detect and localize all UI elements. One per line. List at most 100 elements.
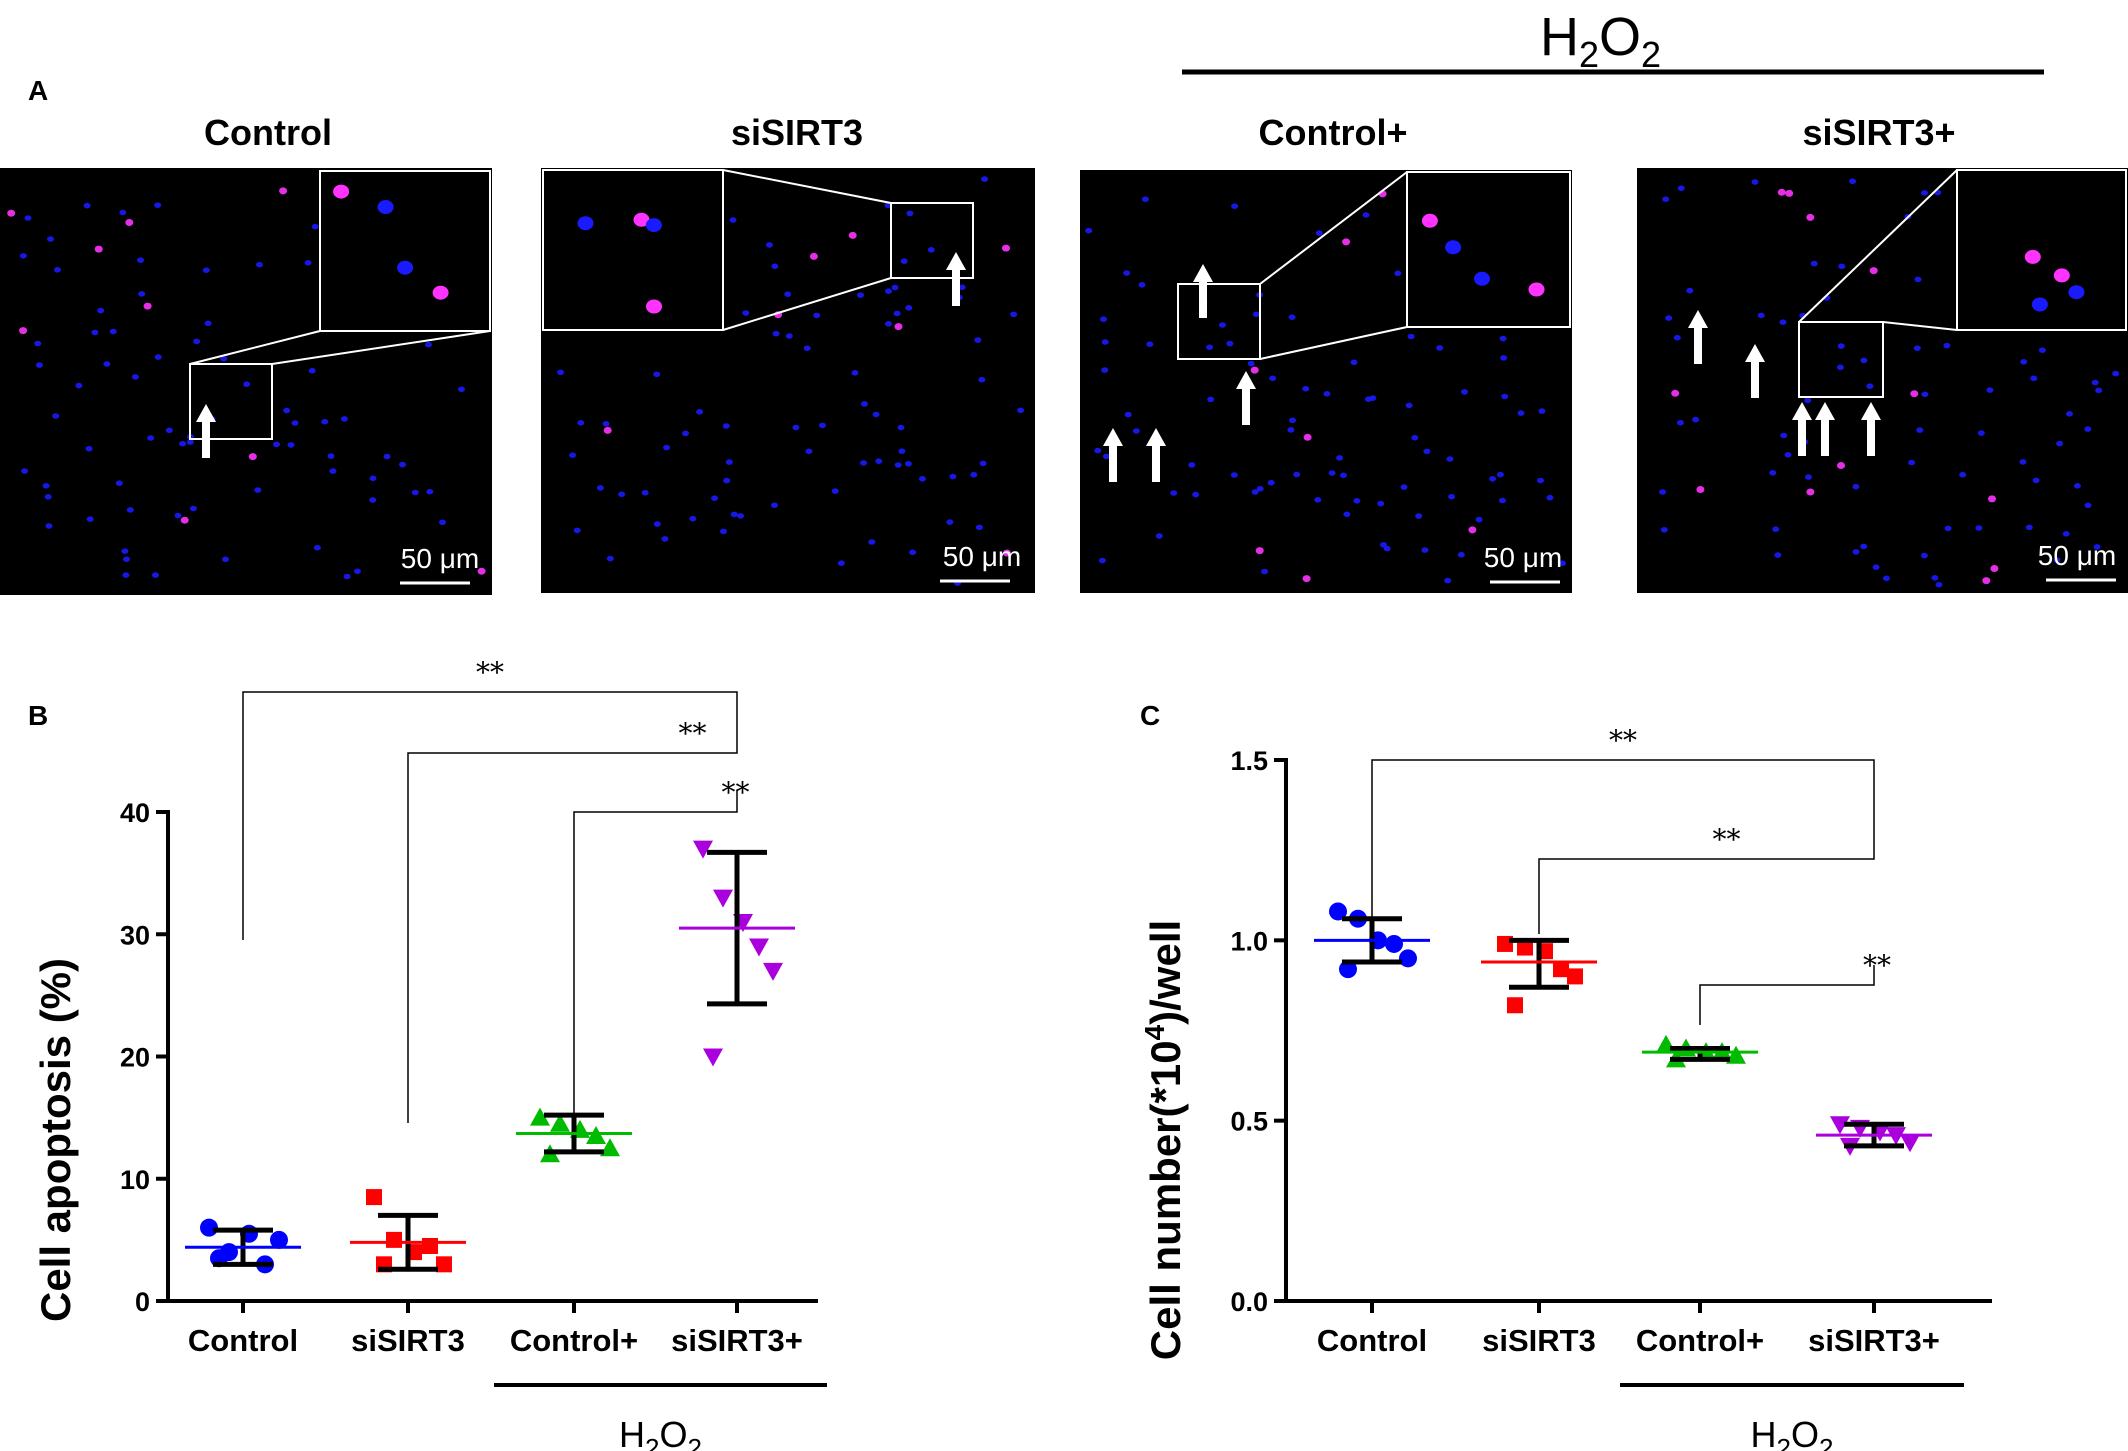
cell-nucleus [900,258,908,265]
cell-nucleus [24,215,32,221]
cell-nucleus [383,453,391,460]
significance-label: ** [679,717,707,750]
micrograph-title-sisirt3: siSIRT3 [731,112,863,153]
cell-nucleus-zoom [1474,271,1490,286]
cell-nucleus [1383,545,1391,552]
cell-nucleus [1665,315,1673,321]
cell-nucleus [204,320,212,327]
cell-nucleus [970,471,978,478]
cell-nucleus [1415,513,1423,519]
cell-nucleus [45,523,53,529]
cell-nucleus [1085,227,1093,234]
data-point [1507,997,1523,1014]
cell-nucleus [1501,393,1509,400]
cell-nucleus [131,374,139,380]
cell-nucleus [729,217,737,223]
x-tick-label: siSIRT3 [1482,1323,1596,1358]
cell-nucleus [958,284,966,291]
apoptotic-cell-zoom [333,184,350,199]
cell-nucleus-zoom [1445,240,1462,255]
cell-nucleus [369,497,377,503]
data-point [703,1048,723,1067]
cell-nucleus [2112,370,2120,377]
cell-nucleus [126,507,134,513]
cell-nucleus [784,291,792,298]
cell-nucleus [165,427,173,434]
micrograph-sisirt3: 50 μm [541,168,1035,593]
cell-nucleus [1860,543,1868,550]
cell-nucleus [1293,471,1301,478]
cell-nucleus [2084,502,2092,509]
x-tick-label: siSIRT3+ [671,1323,803,1358]
cell-nucleus [1448,493,1456,500]
cell-nucleus [115,480,123,487]
arrow-icon [1193,264,1213,318]
cell-nucleus [291,420,299,426]
cell-nucleus [909,549,917,556]
cell-nucleus [122,572,130,578]
cell-nucleus [1138,282,1146,288]
data-point [1553,961,1569,978]
data-point [366,1189,382,1206]
cell-nucleus [1328,470,1336,476]
cell-nucleus [103,361,111,367]
cell-nucleus [1805,474,1812,480]
cell-nucleus [1226,340,1234,347]
cell-nucleus [147,435,155,441]
cell-nucleus [220,355,228,362]
cell-nucleus [2053,557,2061,563]
cell-nucleus [1123,270,1131,276]
cell-nucleus [653,521,661,527]
cell-nucleus [1779,319,1787,326]
cell-nucleus [2091,379,2099,386]
cell-nucleus [425,341,432,348]
cell-nucleus [722,423,730,429]
cell-nucleus [1676,419,1684,426]
cell-nucleus [765,242,773,248]
cell-nucleus [1838,263,1846,270]
cell-nucleus [1314,497,1322,503]
x-tick-label: Control [1317,1323,1427,1358]
cell-nucleus [1094,447,1102,454]
cell-nucleus [1913,345,1921,352]
cell-nucleus [979,460,987,467]
scale-bar-label: 50 μm [401,543,479,574]
cell-nucleus [857,292,864,298]
data-point [436,1256,452,1273]
cell-nucleus-zoom [645,218,662,233]
cell-nucleus [1315,230,1323,236]
cell-nucleus [1860,357,1868,364]
cell-nucleus [1132,428,1140,434]
cell-nucleus [1475,516,1483,523]
significance-bracket [242,691,738,940]
cell-nucleus [1659,489,1667,495]
cell-nucleus [785,333,793,339]
cell-nucleus [1394,270,1402,277]
cell-nucleus [1692,416,1700,423]
cell-nucleus [663,444,671,451]
data-point [749,938,769,957]
cell-nucleus [458,386,465,393]
cell-nucleus [606,555,614,562]
cell-nucleus [1400,484,1408,490]
cell-nucleus [872,411,880,418]
micrograph-title-control-plus: Control+ [1259,112,1408,153]
cell-nucleus [1757,312,1765,319]
apoptotic-cell [248,453,257,461]
cell-nucleus [21,468,29,474]
apoptotic-cell [94,245,103,253]
data-point [1900,1134,1920,1153]
micrograph-control-plus: 50 μm [1080,170,1572,593]
cell-nucleus [308,367,316,374]
x-tick-label: siSIRT3+ [1808,1323,1940,1358]
cell-nucleus [353,568,361,575]
cell-nucleus [1141,196,1149,202]
cell-nucleus [311,223,319,230]
cell-nucleus [904,461,912,467]
cell-nucleus [343,573,351,580]
cell-nucleus [891,284,899,291]
cell-nucleus [1499,335,1507,342]
cell-nucleus [47,236,54,242]
arrow-icon [1146,428,1166,482]
cell-nucleus [313,544,321,551]
